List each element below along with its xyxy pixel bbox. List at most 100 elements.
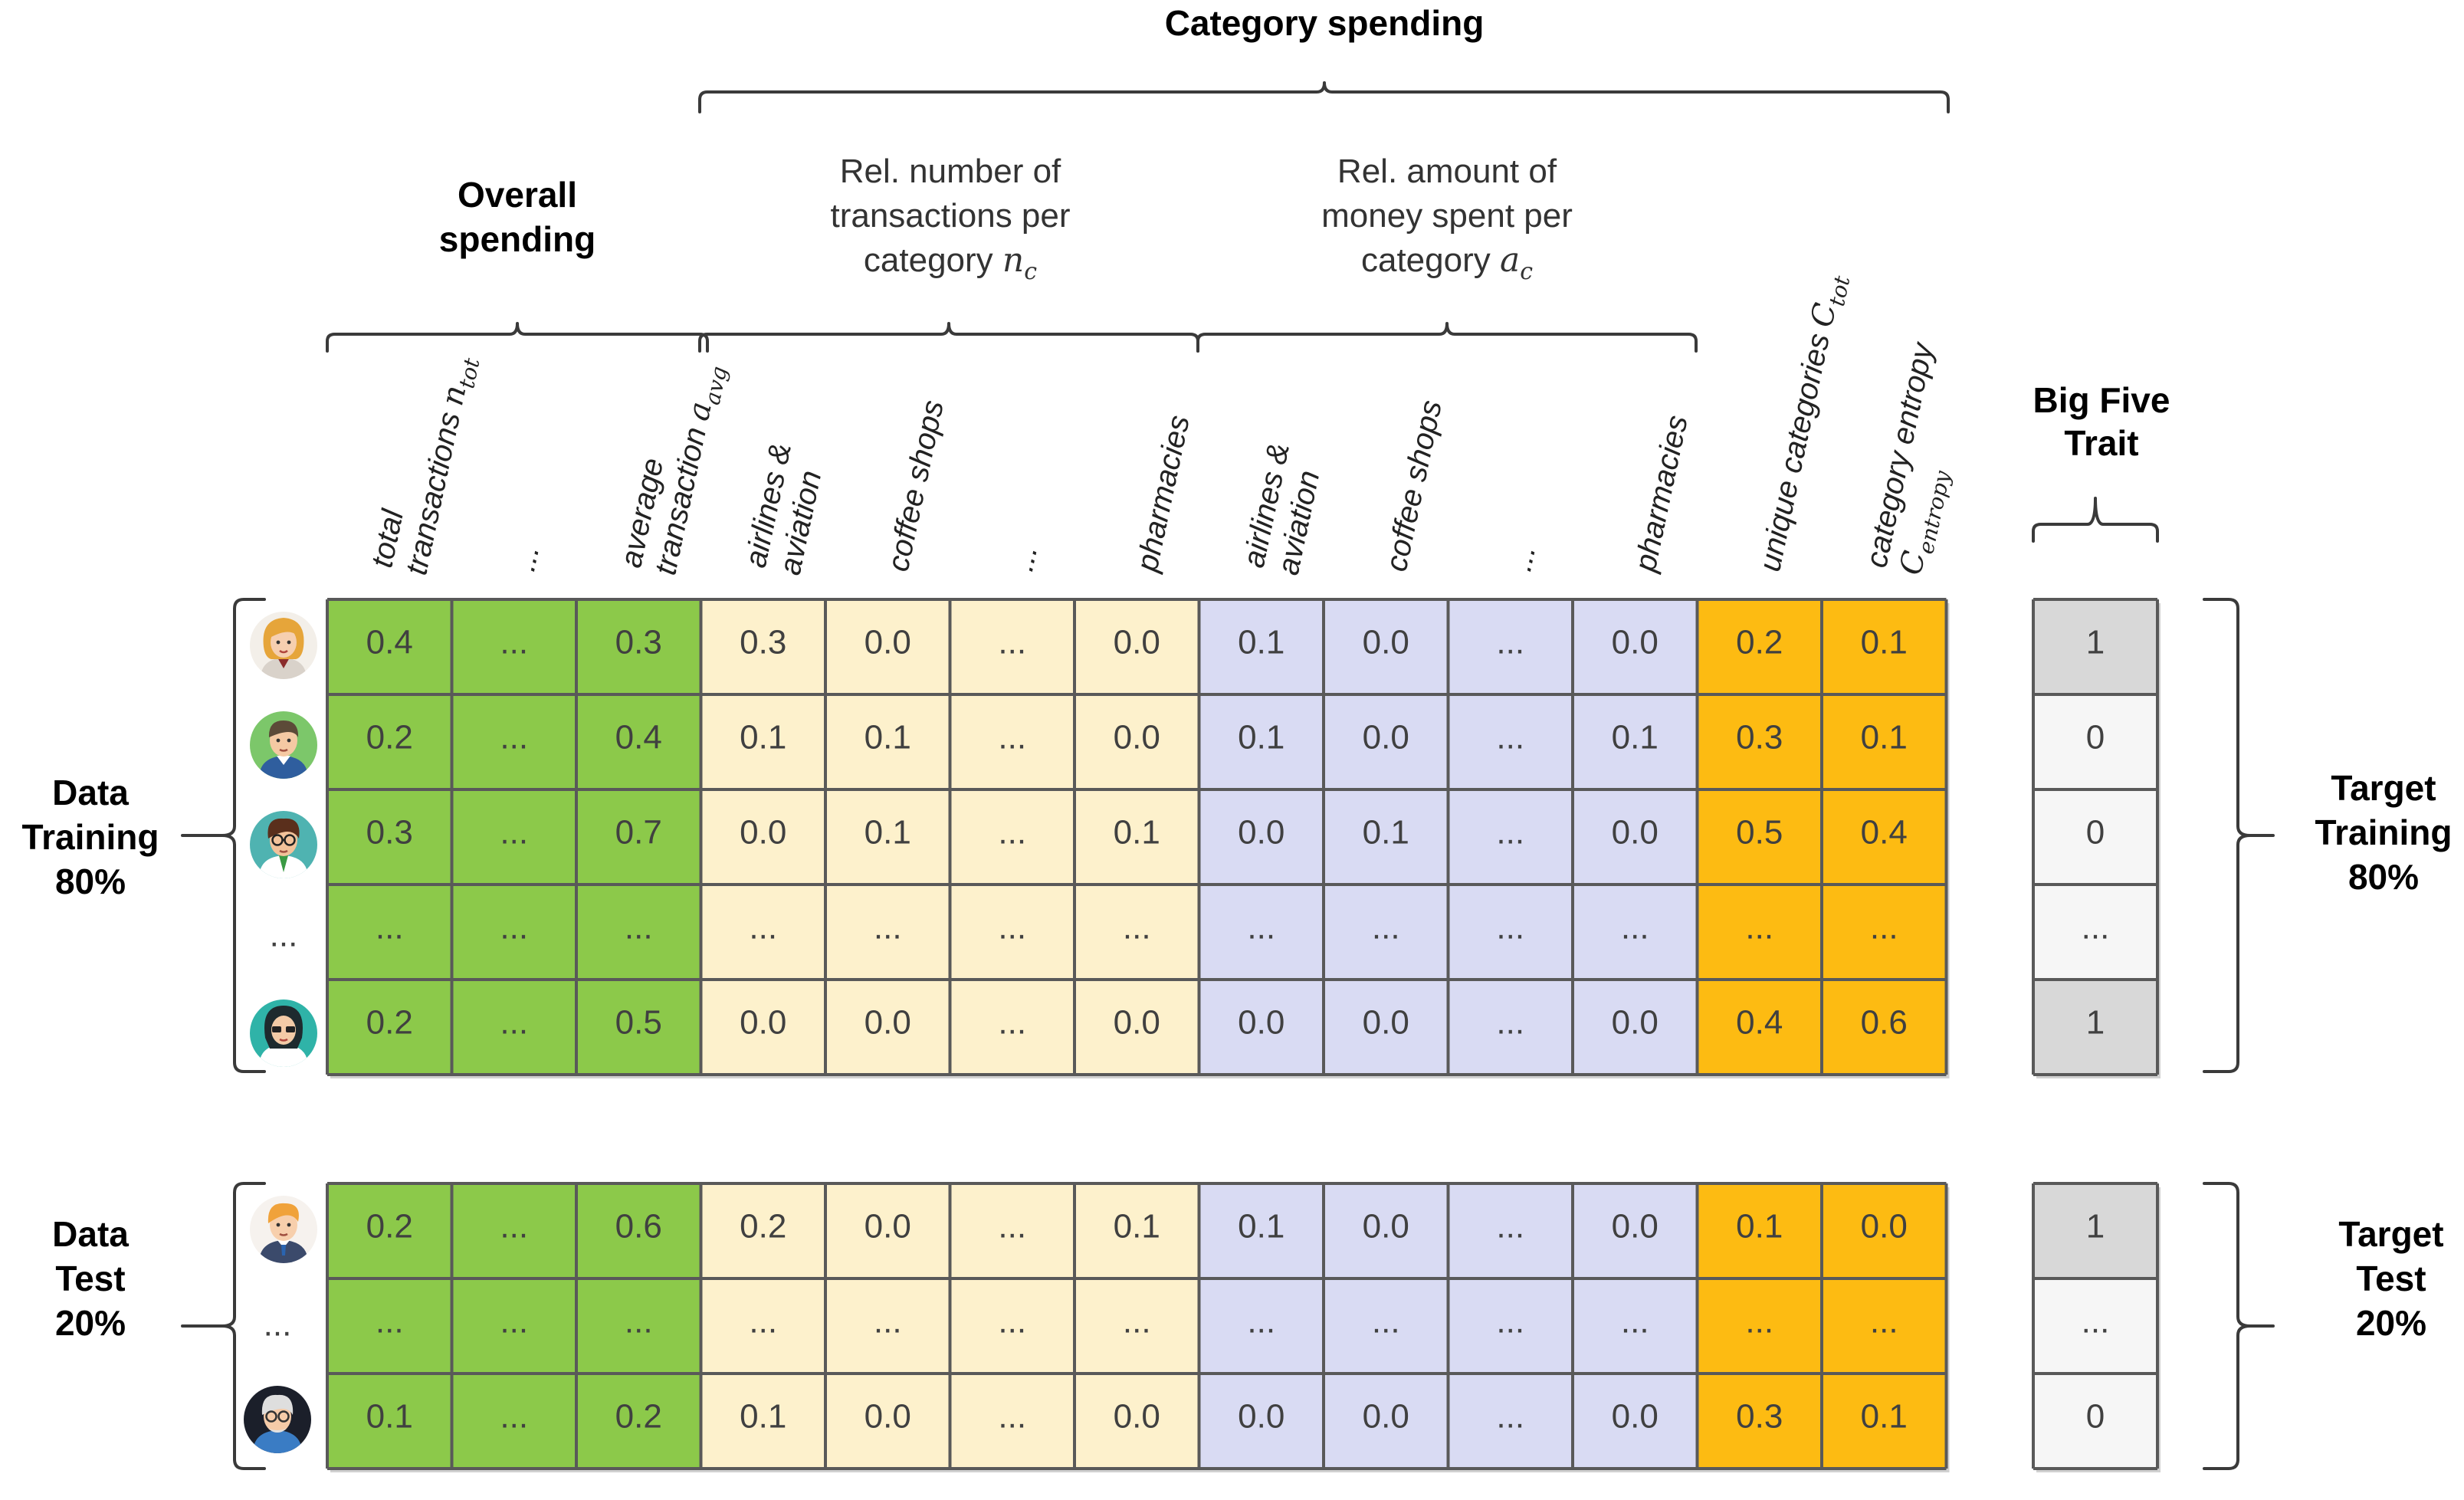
- table-cell-value: 0.1: [1114, 814, 1160, 852]
- column-header-text: coffee shops: [1380, 397, 1449, 574]
- table-cell-value: ...: [1621, 909, 1649, 947]
- table-cell-value: ...: [1621, 1303, 1649, 1341]
- data-training-brace: [181, 598, 266, 1073]
- table-cell-value: ...: [376, 909, 404, 947]
- table-cell-bg: [825, 1278, 950, 1374]
- svg-text:80%: 80%: [55, 862, 126, 901]
- table-cell-bg: [1199, 694, 1324, 789]
- table-cell-bg: [1324, 1374, 1449, 1469]
- table-cell-bg: [576, 980, 701, 1075]
- table-cell-value: 0.0: [1363, 624, 1409, 661]
- svg-text:Rel. number of: Rel. number of: [840, 153, 1061, 190]
- data-test-label: Data Test 20%: [52, 1214, 129, 1343]
- table-cell-value: ...: [998, 909, 1026, 947]
- svg-text:category ac: category ac: [1361, 241, 1533, 285]
- table-cell-value: ...: [1745, 909, 1773, 947]
- target-test-brace: [2203, 1182, 2275, 1470]
- table-cell-value: ...: [500, 814, 528, 852]
- table-cell-bg: [1697, 789, 1822, 885]
- table-cell-bg: [1573, 1278, 1698, 1374]
- table-cell-value: 0.2: [366, 1208, 413, 1246]
- table-cell-value: ...: [998, 1303, 1026, 1341]
- table-cell-value: ...: [500, 719, 528, 757]
- svg-text:Training: Training: [2315, 812, 2453, 852]
- table-cell-value: 0.0: [1612, 1398, 1659, 1436]
- overall-spending-brace: [326, 322, 709, 353]
- table-cell-value: 0.1: [865, 719, 911, 757]
- table-cell-value: 0.0: [1114, 1004, 1160, 1042]
- table-cell-bg: [576, 789, 701, 885]
- table-cell-value: ...: [1123, 1303, 1151, 1341]
- table-cell-bg: [1448, 980, 1573, 1075]
- table-cell-value: 0.1: [1861, 719, 1908, 757]
- table-cell-value: ...: [874, 1303, 902, 1341]
- table-cell-value: 0.4: [1861, 814, 1908, 852]
- table-cell-value: 0.1: [1612, 719, 1659, 757]
- column-header: ...: [507, 543, 546, 575]
- table-cell-bg: [1697, 1183, 1822, 1278]
- svg-text:20%: 20%: [55, 1303, 126, 1343]
- table-cell-bg: [1324, 789, 1449, 885]
- table-cell-bg: [1573, 599, 1698, 694]
- column-header-text: ...: [507, 543, 546, 575]
- table-cell-bg: [1324, 694, 1449, 789]
- column-header-text: unique categoriesCtot: [1752, 270, 1855, 576]
- table-cell-value: 0.1: [1861, 1398, 1908, 1436]
- table-cell-value: 0.1: [1363, 814, 1409, 852]
- table-cell-bg: [1697, 980, 1822, 1075]
- data-training-label: Data Training 80%: [22, 773, 159, 901]
- category-spending-brace: [698, 81, 1950, 113]
- target-cell-value: 0: [2086, 719, 2105, 757]
- svg-text:Target: Target: [2331, 768, 2436, 808]
- avatar-old-man: [244, 1386, 311, 1453]
- table-cell-value: ...: [874, 909, 902, 947]
- target-training-brace: [2203, 598, 2275, 1073]
- table-cell-bg: [451, 1278, 576, 1374]
- rel-number-title: Rel. number of transactions per category…: [830, 153, 1070, 285]
- table-cell-bg: [700, 1183, 825, 1278]
- table-cell-value: ...: [500, 1208, 528, 1246]
- table-cell-value: 0.1: [1114, 1208, 1160, 1246]
- table-cell-value: 0.0: [1861, 1208, 1908, 1246]
- svg-text:Trait: Trait: [2064, 423, 2138, 463]
- table-cell-value: 0.4: [1736, 1004, 1783, 1042]
- table-cell-value: 0.0: [1238, 1398, 1284, 1436]
- table-cell-bg: [1697, 599, 1822, 694]
- rel-amount-title: Rel. amount of money spent per category …: [1321, 153, 1573, 285]
- table-cell-bg: [1573, 789, 1698, 885]
- table-cell-bg: [1573, 694, 1698, 789]
- target-cell-bg: [2033, 980, 2157, 1075]
- table-cell-value: ...: [998, 719, 1026, 757]
- svg-text:transactions per: transactions per: [830, 197, 1070, 235]
- table-cell-bg: [1448, 885, 1573, 980]
- table-cell-bg: [451, 599, 576, 694]
- column-header: coffee shops: [1380, 397, 1449, 574]
- target-test-label: Target Test 20%: [2338, 1214, 2443, 1343]
- test-row-ellipsis: ...: [264, 1306, 292, 1344]
- table-cell-bg: [1822, 1278, 1947, 1374]
- table-cell-value: 0.0: [1612, 624, 1659, 661]
- column-header-text: pharmacies: [1629, 412, 1695, 575]
- table-cell-bg: [451, 1374, 576, 1469]
- table-cell-bg: [700, 980, 825, 1075]
- table-cell-value: 0.1: [1238, 719, 1284, 757]
- column-header-text: ...: [1006, 543, 1044, 575]
- table-cell-value: ...: [1496, 624, 1524, 661]
- table-cell-value: ...: [1870, 909, 1898, 947]
- table-cell-value: ...: [1496, 1398, 1524, 1436]
- table-cell-bg: [700, 1374, 825, 1469]
- table-cell-bg: [327, 694, 452, 789]
- table-cell-value: ...: [500, 909, 528, 947]
- training-table: 0.4... 0.3 0.3 0.0... 0.0 0.1 0.0... 0.0 0.2 0.1 1…: [326, 598, 2161, 1078]
- table-cell-value: ...: [1496, 1208, 1524, 1246]
- table-cell-bg: [327, 1374, 452, 1469]
- column-header: unique categoriesCtot: [1752, 270, 1855, 576]
- svg-text:Test: Test: [55, 1259, 125, 1298]
- table-cell-bg: [950, 980, 1075, 1075]
- svg-text:Overall: Overall: [458, 175, 577, 215]
- table-cell-value: 0.1: [740, 719, 786, 757]
- table-cell-value: ...: [625, 909, 653, 947]
